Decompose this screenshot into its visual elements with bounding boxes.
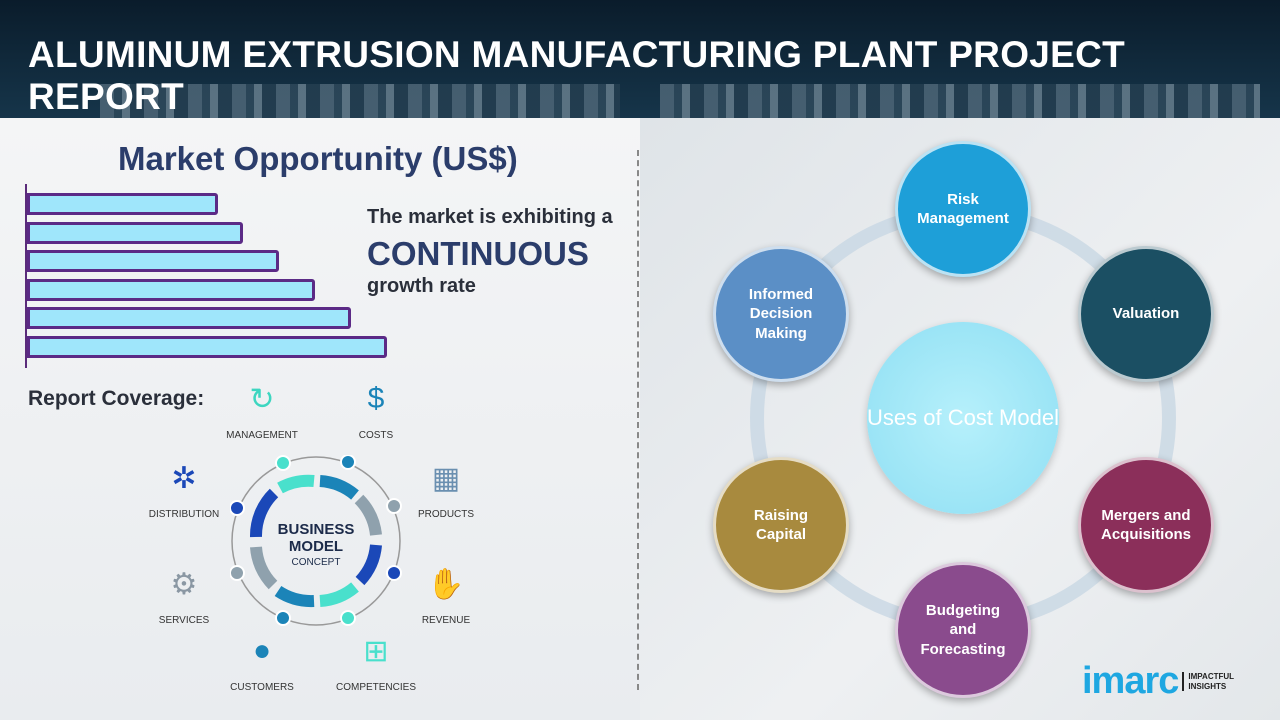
skyline-decoration (100, 84, 620, 118)
use-node: Risk Management (895, 141, 1031, 277)
imarc-logo: imarc IMPACTFUL INSIGHTS (1082, 660, 1234, 703)
business-model-wheel: BUSINESS MODEL CONCEPT (230, 455, 402, 626)
coverage-item: PRODUCTS (417, 509, 475, 520)
report-coverage-label: Report Coverage: (28, 387, 205, 410)
growth-line-3: growth rate (367, 275, 476, 297)
coverage-item: DISTRIBUTION (148, 509, 220, 520)
hierarchy-icon: ⊞ (363, 635, 389, 668)
use-node: Valuation (1078, 246, 1214, 382)
person-icon: ● (252, 634, 272, 667)
coverage-item: COSTS (358, 430, 394, 441)
page-title: ALUMINUM EXTRUSION MANUFACTURING PLANT P… (28, 34, 1126, 117)
market-bar (27, 193, 218, 215)
market-bar (27, 307, 351, 330)
tag1: IMPACTFUL (1188, 671, 1235, 681)
logo-brand: imarc (1082, 660, 1179, 702)
coverage-item: REVENUE (421, 615, 471, 626)
network-icon: ✲ (171, 462, 197, 495)
wheel-center-line1: BUSINESS (278, 521, 355, 538)
growth-highlight: CONTINUOUS (367, 235, 589, 272)
gears-icon: ⚙ (170, 568, 198, 601)
market-opportunity-title: Market Opportunity (US$) (118, 140, 518, 177)
coverage-item: COMPETENCIES (335, 682, 416, 693)
use-node: Budgeting and Forecasting (895, 562, 1031, 698)
use-node: Informed Decision Making (713, 246, 849, 382)
growth-text: The market is exhibiting a CONTINUOUS gr… (367, 206, 613, 298)
coverage-item: MANAGEMENT (226, 430, 298, 441)
skyline-decoration (660, 84, 1260, 118)
lightbulb-cycle-icon: ↻ (249, 383, 275, 416)
tag2: INSIGHTS (1188, 681, 1227, 691)
use-node: Raising Capital (713, 457, 849, 593)
box-icon: ▦ (431, 462, 461, 495)
divider (637, 150, 639, 690)
left-panel (0, 118, 640, 720)
logo-tagline: IMPACTFUL INSIGHTS (1182, 671, 1235, 692)
money-bag-icon: $ (367, 382, 385, 415)
growth-line-1: The market is exhibiting a (367, 206, 613, 228)
hand-coins-icon: ✋ (427, 568, 465, 601)
market-bar (27, 250, 279, 273)
uses-center-circle: Uses of Cost Model (867, 322, 1059, 514)
market-bar (27, 336, 387, 358)
wheel-center-line3: CONCEPT (292, 557, 341, 568)
coverage-item: CUSTOMERS (230, 682, 294, 693)
header-banner: ALUMINUM EXTRUSION MANUFACTURING PLANT P… (0, 0, 1280, 118)
wheel-center-line2: MODEL (289, 538, 343, 555)
coverage-item: SERVICES (158, 615, 210, 626)
bar-axis (25, 184, 27, 368)
market-bar (27, 278, 315, 301)
use-node: Mergers and Acquisitions (1078, 457, 1214, 593)
market-bar (27, 221, 243, 244)
